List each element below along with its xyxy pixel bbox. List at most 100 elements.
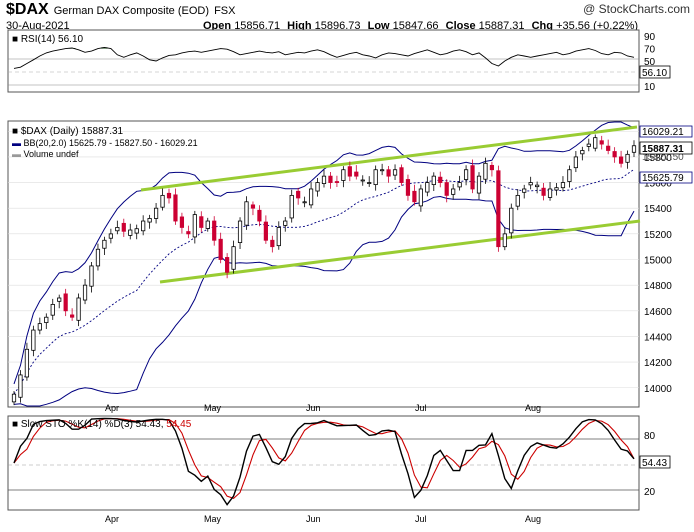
sto-panel-label: ■ Slow STO %K(14) %D(3) 54.43, 54.45: [12, 419, 192, 430]
volume-legend-text: Volume undef: [24, 149, 80, 159]
rsi-tick-label: 50: [644, 57, 656, 68]
chg-value: +35.56 (+0.22%): [556, 20, 639, 32]
candle-body: [173, 194, 178, 222]
candle-body: [108, 233, 113, 239]
bb-lower-tag: [639, 171, 693, 184]
candle-body: [547, 188, 553, 198]
close-label: Close: [445, 20, 476, 32]
candle-body: [438, 176, 443, 183]
bb-upper-tag: [639, 125, 693, 138]
candle-body: [218, 238, 223, 260]
bb-lower-band: [13, 195, 635, 407]
candle-body: [580, 150, 585, 155]
rsi-marker-icon: ■: [12, 34, 21, 45]
candle-body: [115, 227, 120, 232]
price-grid: [8, 130, 639, 389]
sto-label-text: Slow STO %K(14) %D(3) 54.43,: [21, 419, 164, 430]
bb-middle-tag-text: 15827.50: [642, 152, 684, 163]
candle-body: [618, 156, 624, 164]
trendline-lower: [159, 219, 641, 284]
sto-last-box: [639, 455, 671, 469]
price-x-axis: Apr May Jun Jul Aug: [105, 403, 541, 413]
price-tick-label: 14200: [644, 358, 672, 369]
price-panel: 14000 14200 14400 14600 14800 15000 15200 15400…: [7, 120, 693, 413]
chg-label: Chg: [531, 20, 553, 32]
candle-body: [509, 207, 514, 234]
candle-body: [392, 169, 398, 176]
candlestick-series: [11, 134, 637, 406]
watermark: @ StockCharts.com: [583, 2, 690, 16]
candle-body: [522, 188, 527, 193]
candle-body: [57, 297, 62, 302]
sto-k-line: [13, 417, 635, 506]
last-price-tag-text: 15887.31: [642, 144, 684, 155]
high-value: 15896.73: [314, 20, 361, 32]
price-label-text: $DAX (Daily) 15887.31: [21, 126, 124, 137]
price-month-label: Apr: [105, 403, 119, 413]
candle-body: [18, 374, 23, 398]
sto-month-label: Aug: [525, 514, 541, 524]
candle-body: [386, 169, 391, 177]
candle-body: [541, 187, 546, 196]
rsi-frame: [7, 29, 640, 93]
candle-body: [367, 182, 372, 184]
high-label: High: [287, 20, 312, 32]
price-month-label: May: [204, 403, 222, 413]
candle-body: [166, 192, 172, 199]
candle-body: [308, 188, 314, 206]
candle-body: [11, 393, 17, 403]
candle-body: [599, 140, 604, 145]
volume-legend: ▬ Volume undef: [12, 149, 79, 159]
price-frame: [7, 120, 640, 408]
rsi-panel-label: ■ RSI(14) 56.10: [12, 34, 84, 45]
sto-d-label: 54.45: [166, 419, 191, 430]
sto-marker-icon: ■: [12, 419, 21, 430]
candle-body: [263, 221, 268, 241]
candle-body: [95, 248, 101, 267]
candle-body: [470, 165, 475, 190]
candle-body: [231, 246, 236, 270]
sto-tick-label: 20: [644, 487, 656, 498]
bb-legend: ▬ BB(20,2.0) 15625.79 - 15827.50 - 16029…: [12, 138, 198, 148]
candle-body: [250, 204, 256, 209]
sto-month-label: Jul: [415, 514, 427, 524]
price-tick-label: 15400: [644, 204, 672, 215]
rsi-tick-label: 90: [644, 32, 656, 43]
candle-body: [302, 201, 307, 204]
candle-body: [237, 220, 243, 243]
candle-body: [315, 182, 320, 192]
candle-body: [625, 153, 630, 163]
candle-body: [225, 257, 230, 273]
price-month-label: Aug: [525, 403, 541, 413]
candle-body: [321, 175, 327, 184]
candle-body: [257, 209, 262, 222]
candle-body: [63, 293, 68, 312]
candle-body: [612, 151, 617, 158]
open-value: 15856.71: [234, 20, 281, 32]
candle-body: [412, 190, 417, 203]
candle-body: [489, 164, 495, 171]
sto-month-label: Apr: [105, 514, 119, 524]
candle-body: [296, 190, 301, 199]
candle-body: [593, 137, 598, 149]
volume-marker-icon: ▬: [12, 149, 24, 159]
bb-marker-icon: ▬: [12, 138, 24, 148]
candle-body: [334, 181, 340, 183]
candle-body: [586, 143, 591, 147]
candle-body: [199, 216, 204, 228]
bb-lower-tag-text: 15625.79: [642, 173, 684, 184]
sto-x-axis: Apr May Jun Jul Aug: [105, 514, 541, 524]
sto-frame: [7, 415, 640, 511]
sto-panel: 205080 ■ Slow STO %K(14) %D(3) 54.43, 54…: [7, 415, 671, 524]
open-label: Open: [203, 20, 232, 32]
bb-upper-tag-text: 16029.21: [642, 127, 684, 138]
candle-body: [476, 175, 482, 194]
candle-body: [121, 222, 126, 232]
candle-body: [496, 170, 501, 248]
price-panel-label: ■ $DAX (Daily) 15887.31: [12, 126, 124, 137]
price-tick-label: 14400: [644, 332, 672, 343]
candle-body: [179, 216, 185, 228]
candle-body: [573, 156, 578, 169]
candle-body: [425, 182, 430, 193]
